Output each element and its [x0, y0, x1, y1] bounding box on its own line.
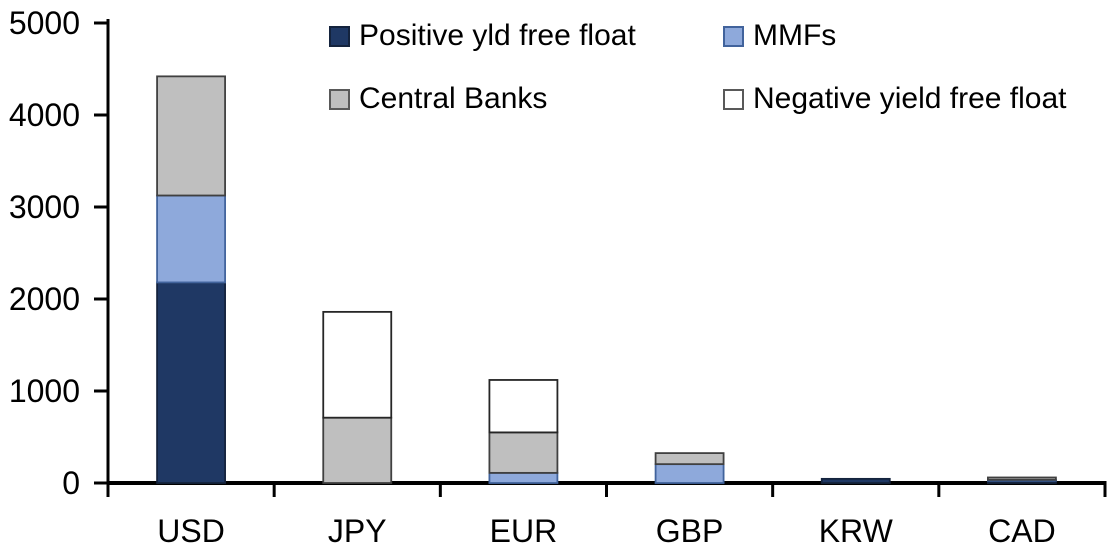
y-axis-tick-label: 3000: [9, 189, 80, 225]
x-axis-category-label: KRW: [819, 513, 894, 549]
bar-segment-usd-positive-yld-free-float: [156, 281, 226, 484]
bar-segment-eur-mmfs: [488, 471, 559, 484]
legend-swatch-negative-yield-free-float: [723, 88, 744, 110]
bar-segment-eur-central-banks: [488, 431, 559, 474]
y-axis-tick-label: 4000: [9, 97, 80, 133]
legend-label: Positive yld free float: [359, 19, 636, 52]
x-axis-category-label: CAD: [988, 513, 1056, 549]
legend-item-mmfs: MMFs: [723, 19, 837, 52]
legend-item-positive-yld-free-float: Positive yld free float: [329, 19, 636, 52]
bar-segment-jpy-central-banks: [322, 416, 393, 484]
bar-segment-gbp-central-banks: [654, 452, 725, 466]
x-axis-category-label: GBP: [656, 513, 724, 549]
bar-segment-usd-mmfs: [156, 194, 226, 284]
legend-label: Negative yield free float: [753, 82, 1067, 115]
legend-swatch-mmfs: [723, 25, 744, 47]
x-axis-category-label: USD: [157, 513, 225, 549]
bar-segment-gbp-mmfs: [654, 463, 725, 484]
legend-swatch-central-banks: [329, 88, 350, 110]
y-axis-tick-label: 0: [62, 465, 80, 501]
bar-segment-eur-negative-yield-free-float: [488, 379, 559, 434]
legend-item-negative-yield-free-float: Negative yield free float: [723, 82, 1067, 115]
x-axis-category-label: EUR: [490, 513, 558, 549]
y-axis-tick-label: 1000: [9, 373, 80, 409]
bar-segment-krw-positive-yld-free-float: [820, 477, 891, 484]
legend-swatch-positive-yld-free-float: [329, 25, 350, 47]
legend-label: Central Banks: [359, 82, 548, 115]
y-axis-tick-label: 5000: [9, 5, 80, 41]
bar-segment-jpy-negative-yield-free-float: [322, 310, 393, 419]
y-axis-tick-label: 2000: [9, 281, 80, 317]
legend-label: MMFs: [753, 19, 837, 52]
legend-item-central-banks: Central Banks: [329, 82, 548, 115]
bar-segment-usd-central-banks: [156, 75, 226, 197]
x-axis-category-label: JPY: [328, 513, 387, 549]
bar-segment-cad-central-banks: [987, 476, 1057, 481]
